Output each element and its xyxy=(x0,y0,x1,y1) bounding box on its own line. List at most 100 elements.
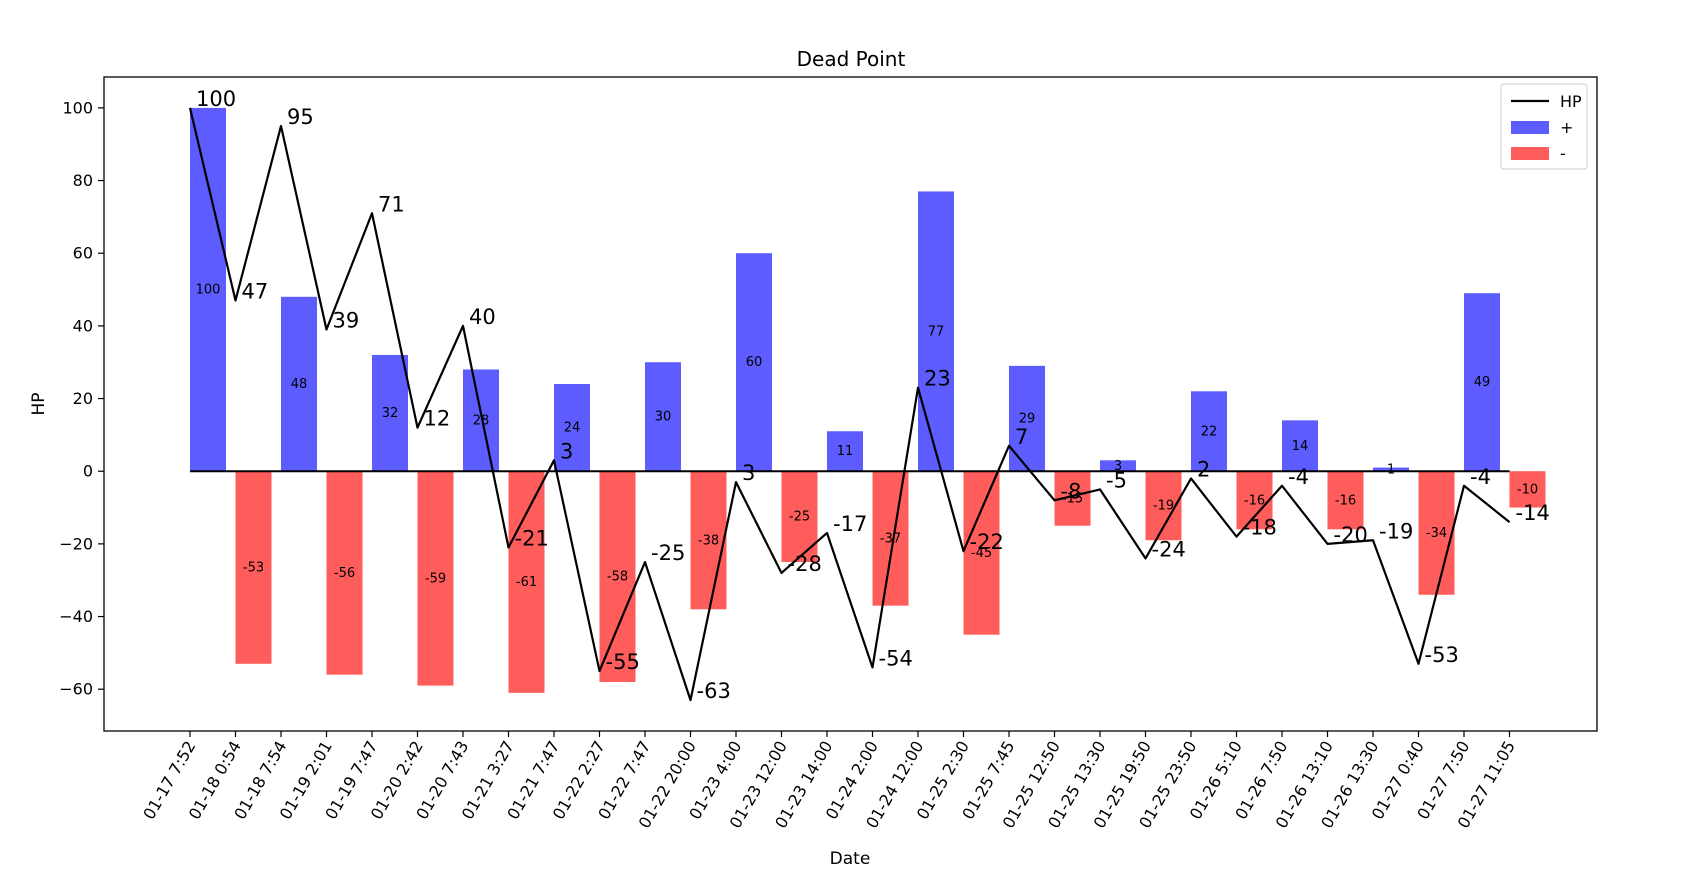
positive-bar-28 xyxy=(1464,293,1500,472)
negative-bar-3 xyxy=(326,471,363,675)
bar-value-label: -16 xyxy=(1335,493,1356,508)
y-tick-label: 0 xyxy=(83,462,93,481)
legend-plus-swatch xyxy=(1511,121,1549,134)
positive-bar-4 xyxy=(372,354,408,472)
positive-bar-2 xyxy=(281,296,317,472)
bar-value-label: -58 xyxy=(607,570,628,585)
positive-bar-26 xyxy=(1373,467,1409,472)
bar-value-label: -61 xyxy=(516,575,537,590)
bar-value-label: -25 xyxy=(789,510,810,525)
hp-value-label: -14 xyxy=(1516,501,1550,525)
y-axis-title: HP xyxy=(29,392,49,415)
plot-frame xyxy=(103,76,1598,732)
y-tick-label: 60 xyxy=(73,244,93,263)
y-tick-label: 100 xyxy=(62,98,93,117)
bar-value-label: -34 xyxy=(1426,526,1447,541)
hp-value-label: -17 xyxy=(833,512,867,536)
negative-bar-5 xyxy=(417,471,454,686)
negative-bar-27 xyxy=(1418,471,1455,595)
bar-value-label: -59 xyxy=(425,571,446,586)
bar-value-label: 60 xyxy=(746,355,763,370)
bar-value-label: 24 xyxy=(564,421,581,436)
y-tick-label: −40 xyxy=(59,607,93,626)
bar-value-label: -37 xyxy=(880,531,901,546)
hp-value-label: 100 xyxy=(196,87,236,111)
bar-value-label: 29 xyxy=(1019,412,1036,427)
y-tick-label: 40 xyxy=(73,316,93,335)
bar-value-label: 48 xyxy=(291,377,308,392)
hp-value-label: 40 xyxy=(469,305,496,329)
hp-value-label: -8 xyxy=(1061,479,1082,503)
hp-value-label: -25 xyxy=(651,541,685,565)
bar-value-label: 77 xyxy=(928,324,945,339)
hp-value-label: -22 xyxy=(970,530,1004,554)
hp-value-label: -4 xyxy=(1470,465,1491,489)
hp-value-label: 95 xyxy=(287,105,314,129)
hp-value-label: 3 xyxy=(742,461,755,485)
bar-value-label: 28 xyxy=(473,413,490,428)
hp-value-label: -54 xyxy=(879,646,913,670)
bar-value-label: 3 xyxy=(1114,459,1122,474)
positive-bar-10 xyxy=(645,362,681,472)
positive-bar-14 xyxy=(827,431,863,472)
negative-bar-25 xyxy=(1327,471,1364,530)
positive-bar-22 xyxy=(1191,391,1227,472)
bar-value-label: -56 xyxy=(334,566,355,581)
y-tick-label: 80 xyxy=(73,171,93,190)
hp-value-label: -20 xyxy=(1334,523,1368,547)
positive-bar-12 xyxy=(736,253,772,472)
hp-value-label: -28 xyxy=(788,552,822,576)
bar-value-label: -16 xyxy=(1244,493,1265,508)
negative-bar-1 xyxy=(235,471,272,664)
bar-labels-layer: 100-5348-5632-5928-6124-5830-3860-2511-3… xyxy=(196,283,1539,590)
negative-bar-9 xyxy=(599,471,636,682)
negative-bar-15 xyxy=(872,471,909,606)
positive-bar-16 xyxy=(918,191,954,472)
hp-value-label: 3 xyxy=(560,439,573,463)
hp-value-label: -24 xyxy=(1152,537,1186,561)
negative-bar-17 xyxy=(963,471,1000,635)
bar-value-label: 14 xyxy=(1292,439,1309,454)
bar-value-label: 11 xyxy=(837,444,854,459)
bar-value-label: -10 xyxy=(1517,482,1538,497)
hp-value-label: 2 xyxy=(1197,457,1210,481)
y-tick-label: 20 xyxy=(73,389,93,408)
bar-value-label: 100 xyxy=(196,283,221,298)
legend-label: HP xyxy=(1560,92,1582,111)
bar-value-label: 32 xyxy=(382,406,399,421)
positive-bar-20 xyxy=(1100,460,1136,472)
bar-value-label: -38 xyxy=(698,533,719,548)
hp-value-label: -21 xyxy=(515,527,549,551)
legend-minus-swatch xyxy=(1511,147,1549,160)
y-tick-label: −60 xyxy=(59,680,93,699)
bar-value-label: -45 xyxy=(971,546,992,561)
hp-value-label: 23 xyxy=(924,367,951,391)
bar-value-label: -19 xyxy=(1153,499,1174,514)
hp-line xyxy=(188,107,1511,702)
bar-value-label: 30 xyxy=(655,410,672,425)
bar-value-label: 22 xyxy=(1201,424,1218,439)
hp-value-label: 39 xyxy=(333,309,360,333)
hp-value-label: -18 xyxy=(1243,516,1277,540)
negative-bar-7 xyxy=(508,471,545,693)
negative-bar-29 xyxy=(1509,471,1546,508)
hp-line-layer xyxy=(188,107,1511,702)
chart-title: Dead Point xyxy=(797,47,906,71)
hp-value-label: -63 xyxy=(697,679,731,703)
y-tick-label: −20 xyxy=(59,534,93,553)
hp-value-label: 71 xyxy=(378,192,405,216)
positive-bar-6 xyxy=(463,369,499,472)
bar-value-label: -53 xyxy=(243,561,264,576)
hp-value-label: -53 xyxy=(1425,643,1459,667)
legend-label: + xyxy=(1560,118,1573,137)
hp-value-label: 47 xyxy=(242,279,269,303)
hp-labels-layer: 100479539711240-213-55-25-633-28-17-5423… xyxy=(196,87,1550,703)
y-axis: −60 −40 −20 0 20 40 60 80 100 xyxy=(59,98,104,699)
positive-bar-8 xyxy=(554,384,590,472)
positive-bar-24 xyxy=(1282,420,1318,472)
hp-value-label: 7 xyxy=(1015,425,1028,449)
positive-bar-0 xyxy=(190,107,226,472)
bar-value-label: 49 xyxy=(1474,375,1491,390)
legend-label: - xyxy=(1560,144,1566,163)
